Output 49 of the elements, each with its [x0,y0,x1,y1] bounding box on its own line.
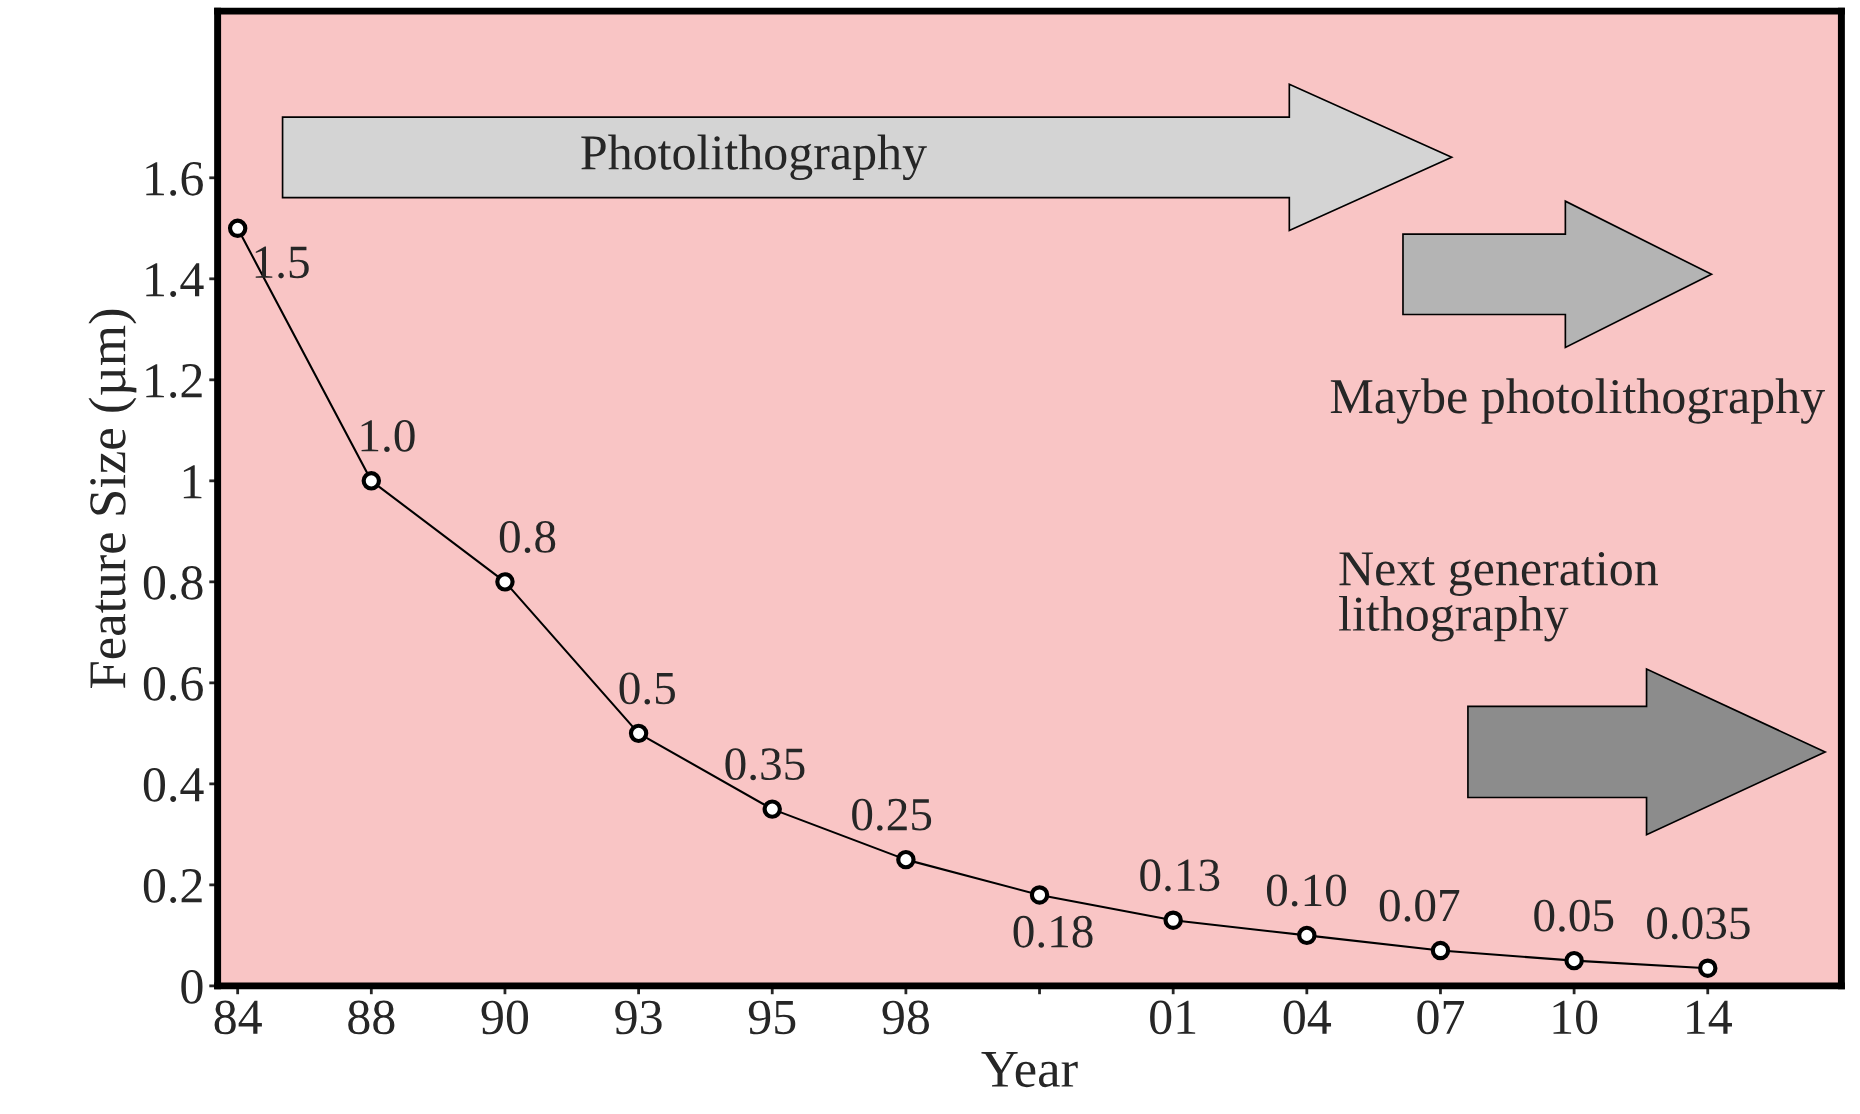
x-tick-label: 07 [1417,1000,1465,1035]
x-tick-label: 88 [348,1000,395,1035]
x-tick-label: 90 [481,1000,529,1035]
point [227,218,248,239]
y-tick-label: 0 [181,969,203,1004]
y-tick-label: 0.8 [143,565,203,600]
point [628,723,649,744]
annotation: Photolithography [581,134,927,181]
data-label: 0.25 [852,798,932,831]
x-tick-label: 14 [1687,1000,1732,1034]
y-tick-label: 1.2 [146,364,202,398]
data-label: 0.07 [1379,889,1460,922]
x-tick-label: 95 [748,1000,796,1035]
x-axis-title: Year [981,1052,1078,1088]
x-tick-label: 98 [882,1000,929,1035]
y-tick-label: 1.4 [146,263,204,297]
data-label: 1.5 [255,246,309,279]
x-tick-label: 01 [1150,1000,1196,1035]
point [1698,958,1718,978]
data-label: 0.13 [1140,859,1220,892]
point [896,849,916,870]
y-tick-label: 0.6 [143,666,203,701]
point [1163,910,1183,930]
x-tick-label: 04 [1283,1000,1332,1035]
point [495,572,515,592]
annotation: Maybe photolithography [1330,378,1825,424]
point [762,799,782,819]
point [1297,925,1317,946]
y-tick-label: 1 [183,465,202,499]
annotation: Next generation lithography [1339,552,1658,642]
point [1029,885,1050,905]
data-label: 0.035 [1647,907,1750,940]
data-label: 0.5 [619,672,675,705]
point [1564,950,1584,971]
data-label: 1.0 [361,419,415,453]
y-axis-title: Feature Size (µm) [88,309,137,689]
point [361,471,382,491]
data-label: 0.8 [499,520,556,554]
point [1430,940,1451,961]
data-label: 0.18 [1013,915,1093,948]
x-tick-label: 93 [615,1000,662,1035]
y-tick-label: 0.2 [143,868,202,903]
data-label: 0.35 [725,748,805,781]
x-tick-label: 84 [214,1000,262,1035]
data-label: 0.05 [1534,899,1614,932]
y-tick-label: 1.6 [146,162,203,196]
x-tick-label: 10 [1553,1000,1598,1035]
data-label: 0.10 [1266,874,1346,907]
y-tick-label: 0.4 [143,767,204,802]
